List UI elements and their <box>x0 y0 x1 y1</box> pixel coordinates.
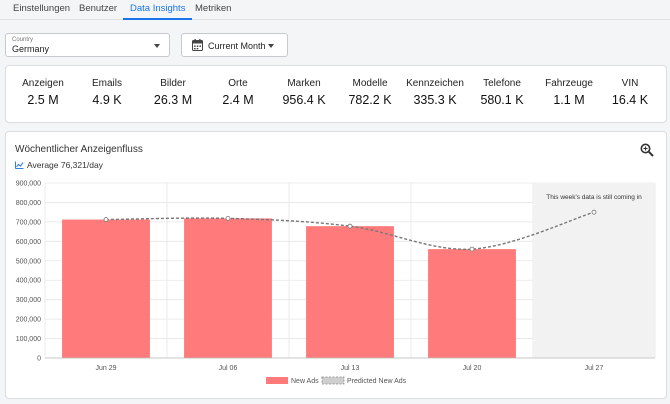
stat-label: Fahrzeuge <box>545 78 593 89</box>
predicted-point <box>591 209 597 215</box>
y-tick-label: 200,000 <box>16 317 41 324</box>
stat-marken: Marken 956.4 K <box>259 66 349 124</box>
stat-label: Anzeigen <box>22 78 64 89</box>
zoom-icon[interactable] <box>640 143 654 157</box>
stat-kennzeichen: Kennzeichen 335.3 K <box>390 66 480 124</box>
predicted-line <box>105 211 595 250</box>
stat-modelle: Modelle 782.2 K <box>325 66 415 124</box>
bar-series <box>62 218 516 358</box>
x-axis: Jun 29 Jul 06 Jul 13 Jul 20 Jul 27 <box>45 357 655 372</box>
country-select[interactable]: Country Germany <box>5 33 170 57</box>
x-tick-label: Jun 29 <box>95 365 116 372</box>
legend-label-new-ads: New Ads <box>291 378 319 385</box>
stat-emails: Emails 4.9 K <box>62 66 152 124</box>
y-tick-label: 300,000 <box>16 297 41 304</box>
predicted-line-series <box>103 209 597 252</box>
x-tick-label: Jul 27 <box>585 365 604 372</box>
y-tick-label: 900,000 <box>16 181 41 188</box>
y-tick-label: 500,000 <box>16 258 41 265</box>
y-tick-label: 600,000 <box>16 239 41 246</box>
country-select-label: Country <box>12 37 34 43</box>
stat-value: 16.4 K <box>611 93 649 107</box>
period-select[interactable]: Current Month <box>181 33 288 57</box>
stat-label: Telefone <box>483 78 521 89</box>
stat-value: 335.3 K <box>413 93 457 107</box>
x-tick-label: Jul 06 <box>219 365 238 372</box>
stat-label: Emails <box>91 78 122 89</box>
x-tick-label: Jul 20 <box>463 365 482 372</box>
predicted-point <box>103 217 109 222</box>
x-tick-label: Jul 13 <box>341 365 360 372</box>
partial-week-note: This week's data is still coming in <box>546 194 642 201</box>
tab-data-insights[interactable]: Data Insights <box>123 0 193 20</box>
predicted-point <box>225 215 231 221</box>
stat-label: Bilder <box>160 78 186 89</box>
stat-value: 2.4 M <box>222 93 254 107</box>
stat-bilder: Bilder 26.3 M <box>128 66 218 124</box>
tab-bar: Einstellungen Benutzer Data Insights Met… <box>0 0 670 20</box>
tab-benutzer[interactable]: Benutzer <box>79 3 118 14</box>
average-label: Average 76,321/day <box>15 160 103 170</box>
partial-week-shade <box>533 183 655 358</box>
stat-fahrzeuge: Fahrzeuge 1.1 M <box>524 66 614 124</box>
stat-label: Modelle <box>352 78 388 89</box>
y-tick-label: 0 <box>37 356 41 363</box>
legend-label-predicted: Predicted New Ads <box>347 378 407 385</box>
stat-value: 4.9 K <box>92 93 122 107</box>
predicted-point <box>347 223 353 229</box>
stats-panel: Anzeigen 2.5 M Emails 4.9 K Bilder 26.3 … <box>5 65 667 123</box>
stat-value: 2.5 M <box>27 93 59 107</box>
legend-swatch-predicted <box>321 376 345 385</box>
card-title: Wöchentlicher Anzeigenfluss <box>15 144 143 155</box>
trend-line-icon <box>15 161 24 169</box>
calendar-icon <box>192 39 203 51</box>
stat-value: 26.3 M <box>153 93 193 107</box>
stat-label: Marken <box>287 78 321 89</box>
y-tick-label: 700,000 <box>16 219 41 226</box>
bar <box>184 218 272 358</box>
bar <box>62 219 150 358</box>
chevron-down-icon <box>268 44 274 48</box>
chart-legend: New Ads Predicted New Ads <box>266 376 407 385</box>
stat-value: 580.1 K <box>480 93 524 107</box>
stat-value: 782.2 K <box>348 93 392 107</box>
predicted-point <box>469 246 475 252</box>
bar <box>306 226 394 358</box>
stat-vin: VIN 16.4 K <box>585 66 670 124</box>
y-axis: 0 100,000 200,000 300,000 400,000 500,000 600,… <box>16 181 41 363</box>
stat-label: Kennzeichen <box>406 78 464 89</box>
stat-orte: Orte 2.4 M <box>193 66 283 124</box>
partial-week-region: This week's data is still coming in <box>533 183 655 358</box>
stat-label: VIN <box>621 78 639 89</box>
stat-value: 956.4 K <box>282 93 326 107</box>
bar <box>428 249 516 358</box>
average-value: Average 76,321/day <box>27 160 103 170</box>
stat-value: 1.1 M <box>553 93 585 107</box>
weekly-ads-chart: This week's data is still coming in 0 100… <box>16 181 656 385</box>
legend-swatch-new-ads <box>266 377 288 384</box>
chevron-down-icon <box>154 44 160 48</box>
country-select-value: Germany <box>12 44 50 54</box>
stat-telefone: Telefone 580.1 K <box>457 66 547 124</box>
y-tick-label: 400,000 <box>16 278 41 285</box>
tab-metriken[interactable]: Metriken <box>195 3 232 14</box>
period-select-value: Current Month <box>208 41 266 51</box>
y-tick-label: 800,000 <box>16 200 41 207</box>
tab-einstellungen[interactable]: Einstellungen <box>13 3 71 14</box>
y-tick-label: 100,000 <box>16 336 41 343</box>
stat-label: Orte <box>228 78 248 89</box>
stat-anzeigen: Anzeigen 2.5 M <box>0 66 88 124</box>
